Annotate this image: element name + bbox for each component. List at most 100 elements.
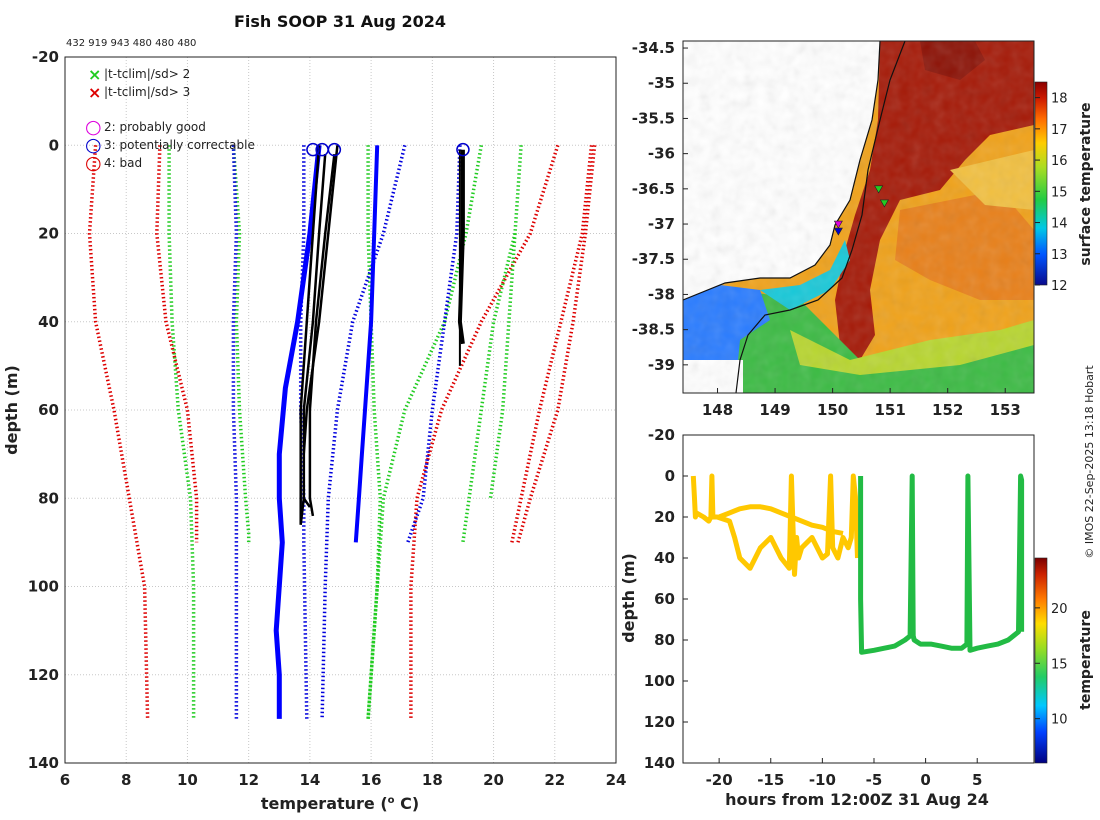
ts-xtick-label: -5	[866, 771, 883, 789]
map-texture	[683, 41, 1034, 393]
legend-marker-magenta-circle: ○	[85, 116, 102, 138]
map-cbar-tick-label: 15	[1051, 185, 1068, 200]
main-xtick-label: 24	[606, 771, 627, 789]
main-ytick-label: 0	[49, 136, 59, 154]
flag-marker	[456, 142, 470, 157]
ts-xtick-label: 0	[920, 771, 930, 789]
map-ytick-label: -35	[648, 74, 675, 92]
legend-label-probably-good: 2: probably good	[104, 120, 206, 134]
map-ytick-label: -38.5	[632, 321, 675, 339]
map-xtick-label: 152	[932, 401, 963, 419]
main-ylabel: depth (m)	[2, 365, 21, 455]
profile-line-13	[488, 233, 517, 499]
ts-ytick-label: 20	[654, 508, 675, 526]
main-xtick-label: 16	[361, 771, 382, 789]
main-xtick-label: 20	[483, 771, 504, 789]
ts-ytick-label: 100	[644, 672, 675, 690]
map-frame	[682, 40, 1035, 394]
main-ytick-label: 60	[38, 401, 59, 419]
main-ytick-label: -20	[32, 48, 59, 66]
map-cbar-tick-label: 17	[1051, 123, 1068, 138]
map-profile-marker	[833, 220, 843, 229]
legend-marker-red-circle: ○	[85, 152, 102, 174]
main-xtick-label: 12	[238, 771, 259, 789]
map-profile-marker	[874, 185, 884, 194]
map-ytick-label: -36	[648, 145, 675, 163]
main-xtick-label: 6	[60, 771, 70, 789]
ts-colorbar-label: temperature	[1078, 610, 1094, 710]
main-ytick-label: 120	[28, 666, 59, 684]
main-xlabel: temperature (o C)	[261, 794, 419, 813]
profile-line-2	[366, 145, 383, 720]
map-colorbar-label: surface temperature	[1078, 102, 1094, 265]
ts-xtick-label: -20	[706, 771, 733, 789]
map-xtick-label: 153	[990, 401, 1021, 419]
legend-marker-blue-circle: ○	[85, 134, 102, 156]
map-shelf-contour	[735, 41, 906, 393]
profile-line-20	[302, 154, 327, 508]
ts-ytick-label: 120	[644, 713, 675, 731]
profile-line-1	[231, 145, 251, 543]
profile-line-9	[409, 144, 560, 719]
ts-track-2	[858, 473, 1025, 655]
main-title: Fish SOOP 31 Aug 2024	[234, 12, 446, 31]
main-subtitle: 432 919 943 480 480 480	[66, 38, 196, 49]
profile-line-4	[167, 145, 196, 719]
legend: × |t-tclim|/sd> 2 × |t-tclim|/sd> 3 ○ 2:…	[85, 65, 255, 174]
map-profile-marker	[833, 227, 843, 236]
map-cbar-tick-label: 13	[1051, 248, 1068, 263]
ts-cbar-tick-label: 10	[1051, 713, 1068, 728]
main-ytick-label: 80	[38, 489, 59, 507]
map-ytick-label: -38	[648, 285, 675, 303]
legend-label-correctable: 3: potentially correctable	[104, 138, 255, 152]
map-ytick-label: -37.5	[632, 250, 675, 268]
map-cbar-tick-label: 16	[1051, 154, 1068, 169]
main-ytick-label: 140	[28, 754, 59, 772]
map-ytick-label: -39	[648, 356, 675, 374]
main-xtick-label: 14	[299, 771, 320, 789]
profile-line-14	[516, 145, 597, 543]
ts-ytick-label: 0	[665, 467, 675, 485]
sst-map	[683, 41, 1034, 393]
map-xtick-label: 151	[874, 401, 905, 419]
ts-cbar-tick-label: 20	[1051, 602, 1068, 617]
map-cbar-tick-label: 14	[1051, 217, 1068, 232]
main-ytick-label: 40	[38, 313, 59, 331]
ts-ytick-label: 40	[654, 549, 675, 567]
map-coastline	[683, 41, 881, 301]
ts-cbar-tick-label: 15	[1051, 657, 1068, 672]
ts-ytick-label: 80	[654, 631, 675, 649]
ts-colorbar	[1034, 557, 1048, 764]
map-ytick-label: -34.5	[632, 39, 675, 57]
main-xlabel-unit: o	[388, 795, 395, 806]
map-ytick-label: -37	[648, 215, 675, 233]
ts-xtick-label: -15	[757, 771, 784, 789]
ts-xlabel: hours from 12:00Z 31 Aug 24	[725, 790, 989, 809]
map-colorbar	[1034, 81, 1048, 286]
ts-ytick-label: 60	[654, 590, 675, 608]
main-xtick-label: 8	[121, 771, 131, 789]
main-ytick-label: 20	[38, 225, 59, 243]
main-xtick-label: 22	[544, 771, 565, 789]
profile-line-6	[155, 145, 199, 543]
profile-line-15	[273, 145, 322, 719]
map-ytick-label: -35.5	[632, 109, 675, 127]
main-xtick-label: 10	[177, 771, 198, 789]
legend-marker-green-cross: ×	[88, 65, 101, 84]
profile-line-5	[87, 145, 150, 719]
map-ytick-label: -36.5	[632, 180, 675, 198]
legend-label-3sd: |t-tclim|/sd> 3	[104, 85, 190, 99]
map-cbar-tick-label: 12	[1051, 279, 1068, 294]
map-cbar-tick-label: 18	[1051, 92, 1068, 107]
profile-line-12	[510, 145, 594, 543]
ts-ylabel: depth (m)	[619, 553, 638, 643]
ts-track-1	[718, 504, 844, 536]
legend-label-bad: 4: bad	[104, 156, 142, 170]
profile-line-11	[461, 145, 523, 543]
legend-label-2sd: |t-tclim|/sd> 2	[104, 67, 190, 81]
profile-line-18	[299, 145, 321, 525]
main-xtick-label: 18	[422, 771, 443, 789]
imos-credit: © IMOS 22-Sep-2025 13:18 Hobart	[1083, 365, 1096, 559]
ts-ytick-label: 140	[644, 754, 675, 772]
